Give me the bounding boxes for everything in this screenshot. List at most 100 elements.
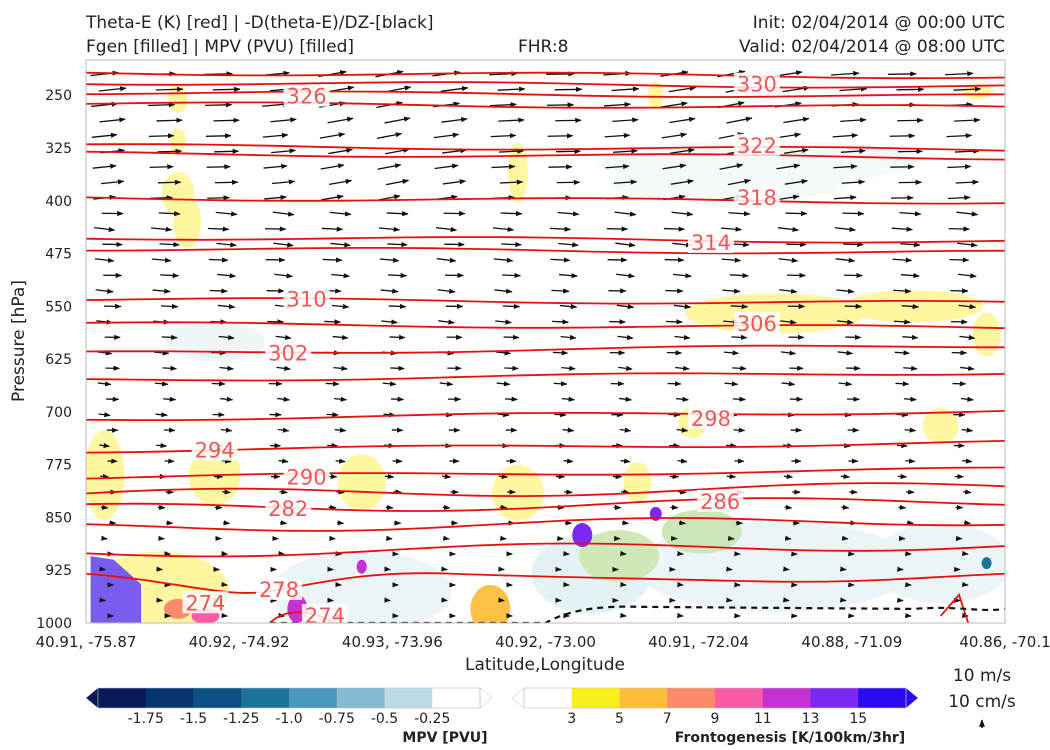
contour-label: 294: [195, 439, 235, 463]
wind-vector: [386, 211, 409, 217]
wind-vector: [100, 179, 125, 185]
theta-e-contour: [86, 440, 1005, 454]
contour-label: 286: [700, 490, 740, 514]
wind-vector: [562, 427, 575, 433]
contour-label: 318: [737, 186, 777, 210]
wind-vector: [331, 273, 351, 279]
theta-e-contours: [86, 71, 1005, 623]
wind-vector: [271, 148, 297, 154]
valid-time: Valid: 02/04/2014 @ 08:00 UTC: [739, 37, 1005, 57]
wind-vector: [101, 535, 108, 541]
wind-vector: [99, 473, 110, 480]
wind-vector: [389, 334, 406, 340]
wind-vector: [321, 194, 344, 201]
wind-vector: [960, 396, 974, 402]
wind-vector: [206, 164, 231, 170]
colorbar-segment: [336, 688, 385, 708]
theta-e-contour: [86, 372, 1005, 382]
wind-vector: [499, 179, 524, 185]
wind-vector: [441, 473, 452, 480]
wind-vector: [896, 443, 908, 449]
contour-label-bg: [255, 577, 302, 600]
wind-vector: [550, 257, 571, 263]
wind-vector: [557, 211, 580, 217]
wind-vector: [216, 242, 237, 248]
colorbar-frame: [523, 687, 907, 709]
wind-vector: [222, 489, 231, 495]
frontogenesis-area: [356, 559, 367, 574]
wind-vector: [730, 303, 749, 310]
wind-vector: [724, 381, 739, 387]
wind-vector: [381, 319, 398, 325]
contour-label: 278: [259, 578, 299, 602]
colorbar-segment: [619, 688, 668, 708]
wind-vector: [213, 117, 240, 123]
wind-vector: [604, 132, 631, 139]
mpv-area: [981, 557, 992, 570]
wind-vector: [605, 163, 630, 170]
contour-label-bg: [265, 341, 312, 364]
wind-vector: [157, 504, 166, 510]
wind-vector: [663, 226, 686, 232]
wind-vector: [439, 381, 454, 387]
contour-label-bg: [733, 133, 780, 156]
wind-vector: [675, 365, 690, 371]
contour-label: 330: [737, 73, 777, 97]
colorbar-extend-right: [905, 687, 919, 709]
theta-e-contour: [86, 497, 1005, 512]
theta-e-contour: [86, 196, 1005, 205]
wind-vector: [489, 102, 518, 108]
y-tick-label: 250: [45, 88, 72, 104]
filled-area: [507, 142, 528, 203]
colorbar-extend-left: [511, 687, 525, 709]
wind-vector: [836, 288, 855, 294]
theta-e-contour: [86, 143, 1005, 152]
filled-area: [470, 584, 511, 623]
wind-vector: [388, 303, 407, 310]
wind-vector: [945, 71, 974, 77]
wind-vector: [330, 242, 351, 248]
y-tick-label: 850: [45, 510, 72, 526]
wind-vector: [893, 288, 912, 294]
wind-vector: [499, 148, 525, 154]
contour-label-bg: [265, 496, 312, 519]
wind-vector: [621, 489, 630, 495]
wind-vector: [385, 147, 410, 155]
wind-vector: [776, 163, 801, 170]
wind-vector: [217, 273, 237, 279]
wind-vector: [903, 365, 918, 371]
wind-vector: [273, 242, 294, 248]
wind-vector: [784, 504, 793, 510]
wind-vector: [947, 164, 972, 170]
wind-vector: [163, 427, 176, 433]
wind-vector: [263, 163, 288, 170]
filled-area: [609, 165, 850, 202]
wind-vector: [433, 132, 460, 139]
wind-vector: [664, 257, 685, 263]
wind-vector: [784, 179, 809, 185]
contour-label-bg: [283, 84, 330, 107]
contour-label: 314: [691, 231, 731, 255]
wind-vector: [894, 350, 911, 356]
wind-vector: [946, 133, 973, 139]
wind-vector: [97, 381, 112, 387]
wind-vector: [661, 132, 688, 139]
wind-vector: [331, 303, 350, 310]
wind-vector: [732, 396, 746, 402]
frontogenesis-colorbar: 3 5 7 9 11 13 15: [511, 687, 919, 727]
colorbar-segment: [715, 688, 764, 708]
y-tick-label: 775: [45, 458, 72, 474]
init-time: Init: 02/04/2014 @ 00:00 UTC: [752, 13, 1005, 33]
colorbar-segment: [98, 688, 147, 708]
wind-vector: [720, 226, 743, 232]
wind-vector: [217, 303, 236, 310]
theta-e-contour: [86, 542, 1005, 558]
wind-vector: [613, 148, 638, 154]
wind-vector: [490, 133, 517, 139]
wind-vector: [731, 334, 748, 340]
wind-vector: [963, 520, 971, 526]
wind-vector: [670, 179, 695, 185]
wind-vector: [499, 504, 508, 510]
wind-vector: [962, 458, 973, 464]
wind-vector: [277, 427, 290, 433]
